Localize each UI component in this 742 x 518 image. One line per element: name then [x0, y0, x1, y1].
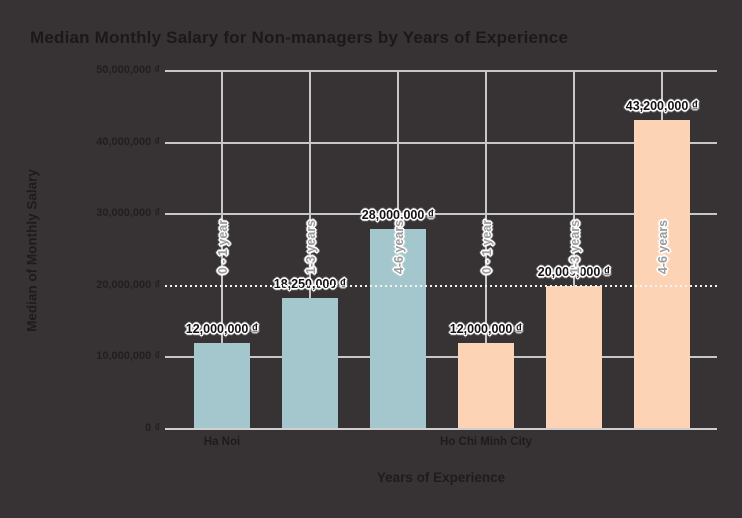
- gridline-y-30000000: [165, 213, 717, 216]
- bar-value-label: 12,000,000 ₫: [449, 322, 523, 337]
- bar-ho-chi-minh-city-0-1-year[interactable]: [458, 343, 514, 429]
- gridline-y-40000000: [165, 141, 717, 144]
- x-axis-title: Years of Experience: [376, 470, 506, 485]
- gridline-y-0: [165, 428, 717, 430]
- bar-value-label: 12,000,000 ₫: [185, 322, 259, 337]
- bar-value-label: 20,000,000 ₫: [537, 264, 611, 279]
- bar-ho-chi-minh-city-4-6-years[interactable]: [634, 119, 690, 429]
- y-axis-title: Median of Monthly Salary: [24, 169, 40, 332]
- chart-title: Median Monthly Salary for Non-managers b…: [30, 28, 569, 47]
- gridline-x-4: [485, 71, 487, 429]
- x-axis-group-label-ho-chi-minh-city: Ho Chi Minh City: [440, 436, 532, 448]
- bar-ha-noi-4-6-years[interactable]: [370, 228, 426, 429]
- gridline-y-50000000: [165, 70, 717, 72]
- y-tick-label: 20,000,000 ₫: [96, 278, 160, 291]
- bar-value-label: 28,000,000 ₫: [361, 207, 435, 222]
- bar-ha-noi-1-3-years[interactable]: [282, 298, 338, 429]
- x-axis-group-label-ha-noi: Ha Noi: [203, 436, 241, 448]
- bar-value-label: 18,250,000 ₫: [230, 277, 390, 291]
- y-tick-label: 30,000,000 ₫: [96, 207, 160, 220]
- y-tick-label: 50,000,000 ₫: [96, 64, 160, 76]
- gridline-x-2: [309, 71, 311, 429]
- bar-experience-label: 0 - 1 year: [216, 219, 230, 275]
- bar-ho-chi-minh-city-1-3-years[interactable]: [546, 285, 602, 429]
- bar-experience-label: 4-6 years: [392, 219, 406, 275]
- gridline-y-10000000: [165, 356, 717, 359]
- reference-line-20000000: [165, 284, 717, 287]
- y-tick-label: 10,000,000 ₫: [96, 350, 160, 363]
- gridline-x-5: [573, 71, 575, 429]
- gridline-x-1: [221, 71, 223, 429]
- bar-experience-label: 0 - 1 year: [480, 219, 494, 275]
- bar-experience-label: 1-3 years: [304, 219, 318, 275]
- y-tick-label: 0 ₫: [145, 422, 160, 434]
- bar-experience-label: 1-3 years: [568, 219, 582, 275]
- y-tick-label: 40,000,000 ₫: [96, 135, 160, 148]
- bar-experience-label: 4-6 years: [656, 219, 670, 275]
- bar-ha-noi-0-1-year[interactable]: [194, 343, 250, 429]
- bar-value-label: 43,200,000 ₫: [625, 98, 699, 113]
